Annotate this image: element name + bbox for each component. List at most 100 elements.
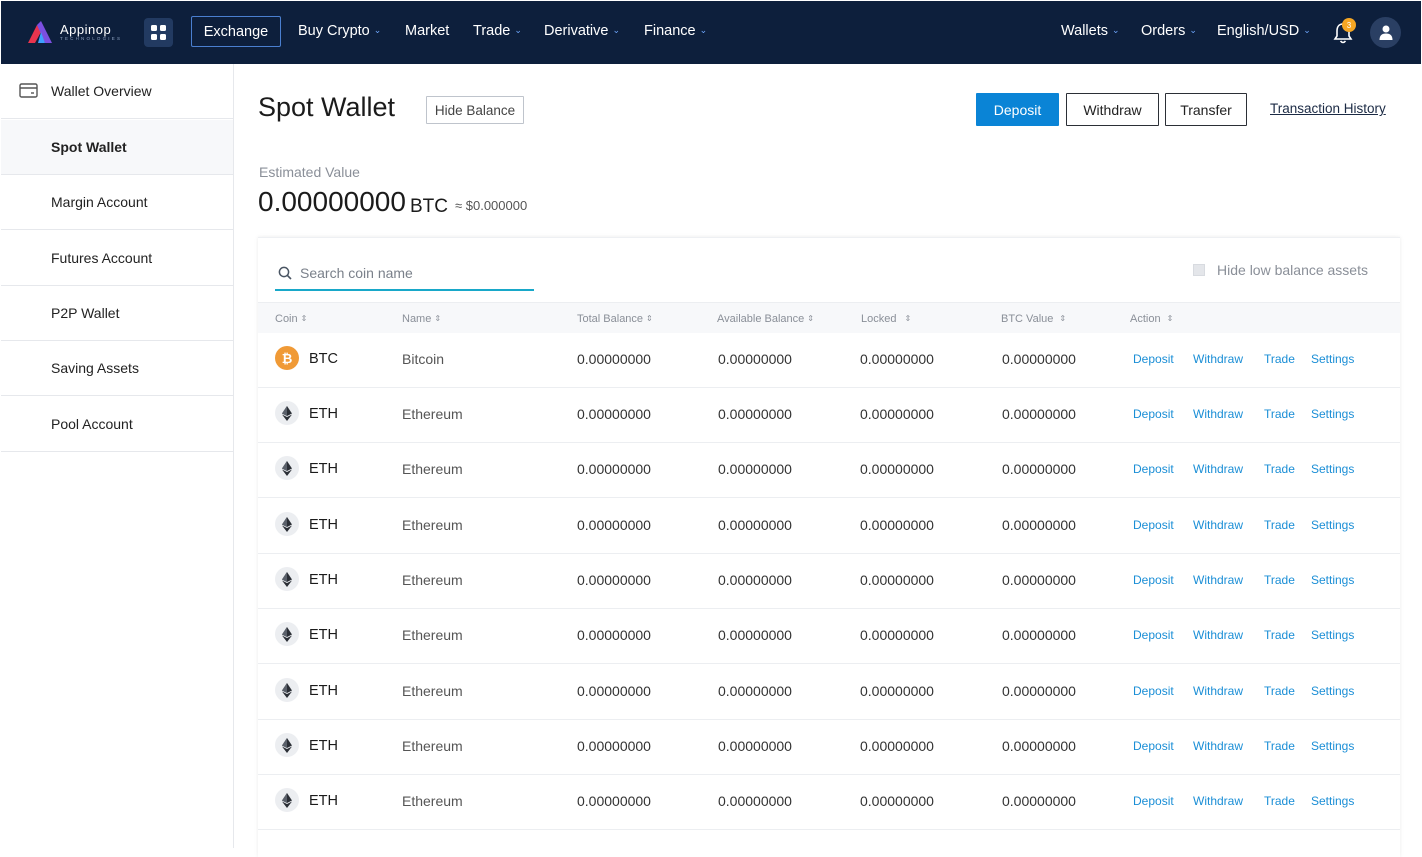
sidebar-item-wallet-overview[interactable]: Wallet Overview — [1, 64, 233, 119]
row-deposit-link[interactable]: Deposit — [1133, 518, 1174, 532]
row-trade-link[interactable]: Trade — [1264, 518, 1295, 532]
cell-available: 0.00000000 — [718, 572, 792, 588]
row-settings-link[interactable]: Settings — [1311, 794, 1355, 808]
table-row: ETH Ethereum 0.00000000 0.00000000 0.0000000… — [258, 665, 1400, 720]
chevron-down-icon: ⌄ — [1189, 25, 1197, 35]
sidebar-item-label: Futures Account — [51, 250, 153, 266]
column-header-coin[interactable]: Coin ⇕ — [275, 313, 308, 325]
nav-market[interactable]: Market — [405, 23, 450, 39]
column-header-action[interactable]: Action ⇕ — [1130, 313, 1174, 325]
row-settings-link[interactable]: Settings — [1311, 573, 1355, 587]
cell-locked: 0.00000000 — [860, 738, 934, 754]
sort-icon: ⇕ — [300, 314, 308, 323]
cell-locked: 0.00000000 — [860, 793, 934, 809]
row-deposit-link[interactable]: Deposit — [1133, 628, 1174, 642]
nav-finance[interactable]: Finance ⌄ — [644, 23, 708, 39]
row-trade-link[interactable]: Trade — [1264, 684, 1295, 698]
sidebar-item-futures-account[interactable]: Futures Account — [1, 231, 233, 286]
nav-orders[interactable]: Orders ⌄ — [1141, 23, 1197, 39]
row-deposit-link[interactable]: Deposit — [1133, 407, 1174, 421]
coin-symbol: ETH — [309, 738, 338, 754]
row-trade-link[interactable]: Trade — [1264, 739, 1295, 753]
row-withdraw-link[interactable]: Withdraw — [1193, 518, 1244, 532]
coin-name: Ethereum — [402, 572, 463, 588]
row-trade-link[interactable]: Trade — [1264, 794, 1295, 808]
row-settings-link[interactable]: Settings — [1311, 739, 1355, 753]
column-header-name[interactable]: Name ⇕ — [402, 313, 442, 325]
row-withdraw-link[interactable]: Withdraw — [1193, 352, 1244, 366]
row-deposit-link[interactable]: Deposit — [1133, 684, 1174, 698]
deposit-button[interactable]: Deposit — [976, 93, 1059, 126]
row-settings-link[interactable]: Settings — [1311, 684, 1355, 698]
cell-available: 0.00000000 — [718, 517, 792, 533]
sidebar-item-spot-wallet[interactable]: Spot Wallet — [1, 120, 233, 175]
row-withdraw-link[interactable]: Withdraw — [1193, 462, 1244, 476]
row-settings-link[interactable]: Settings — [1311, 628, 1355, 642]
table-row: ETH Ethereum 0.00000000 0.00000000 0.0000000… — [258, 720, 1400, 775]
coin-symbol: ETH — [309, 406, 338, 422]
cell-locked: 0.00000000 — [860, 572, 934, 588]
brand-logo[interactable]: Appinop TECHNOLOGIES — [28, 21, 122, 43]
chevron-down-icon: ⌄ — [612, 25, 621, 35]
estimated-usd-value: ≈ $0.000000 — [455, 198, 528, 213]
column-header-locked[interactable]: Locked ⇕ — [861, 313, 912, 325]
cell-locked: 0.00000000 — [860, 406, 934, 422]
row-withdraw-link[interactable]: Withdraw — [1193, 628, 1244, 642]
row-trade-link[interactable]: Trade — [1264, 352, 1295, 366]
chevron-down-icon: ⌄ — [373, 25, 382, 35]
row-settings-link[interactable]: Settings — [1311, 462, 1355, 476]
sidebar-item-label: P2P Wallet — [51, 305, 120, 321]
coin-name: Ethereum — [402, 683, 463, 699]
column-header-total-balance[interactable]: Total Balance ⇕ — [577, 313, 653, 325]
transaction-history-link[interactable]: Transaction History — [1270, 101, 1386, 116]
coin-name: Ethereum — [402, 627, 463, 643]
row-trade-link[interactable]: Trade — [1264, 462, 1295, 476]
nav-derivative[interactable]: Derivative ⌄ — [544, 23, 621, 39]
cell-total: 0.00000000 — [577, 517, 651, 533]
search-input[interactable] — [300, 265, 520, 281]
row-deposit-link[interactable]: Deposit — [1133, 739, 1174, 753]
row-withdraw-link[interactable]: Withdraw — [1193, 794, 1244, 808]
sidebar-item-label: Saving Assets — [51, 360, 139, 376]
cell-total: 0.00000000 — [577, 793, 651, 809]
hide-low-balance-toggle[interactable]: Hide low balance assets — [1193, 262, 1368, 278]
row-deposit-link[interactable]: Deposit — [1133, 462, 1174, 476]
row-deposit-link[interactable]: Deposit — [1133, 794, 1174, 808]
apps-grid-button[interactable] — [144, 18, 173, 47]
withdraw-button[interactable]: Withdraw — [1066, 93, 1159, 126]
ethereum-icon — [275, 622, 299, 646]
cell-available: 0.00000000 — [718, 683, 792, 699]
sidebar-item-margin-account[interactable]: Margin Account — [1, 175, 233, 230]
cell-locked: 0.00000000 — [860, 351, 934, 367]
sidebar-item-p2p-wallet[interactable]: P2P Wallet — [1, 286, 233, 341]
row-settings-link[interactable]: Settings — [1311, 518, 1355, 532]
cell-btc-value: 0.00000000 — [1002, 627, 1076, 643]
coin-symbol: ETH — [309, 793, 338, 809]
row-trade-link[interactable]: Trade — [1264, 573, 1295, 587]
transfer-button[interactable]: Transfer — [1165, 93, 1247, 126]
table-row: ETH Ethereum 0.00000000 0.00000000 0.0000000… — [258, 443, 1400, 498]
coin-name: Ethereum — [402, 461, 463, 477]
row-withdraw-link[interactable]: Withdraw — [1193, 407, 1244, 421]
row-settings-link[interactable]: Settings — [1311, 352, 1355, 366]
nav-trade[interactable]: Trade ⌄ — [473, 23, 522, 39]
row-deposit-link[interactable]: Deposit — [1133, 573, 1174, 587]
row-trade-link[interactable]: Trade — [1264, 628, 1295, 642]
hide-balance-button[interactable]: Hide Balance — [426, 96, 524, 124]
user-avatar[interactable] — [1370, 17, 1401, 48]
column-header-btc-value[interactable]: BTC Value ⇕ — [1001, 313, 1067, 325]
row-withdraw-link[interactable]: Withdraw — [1193, 739, 1244, 753]
row-withdraw-link[interactable]: Withdraw — [1193, 684, 1244, 698]
sidebar-item-pool-account[interactable]: Pool Account — [1, 397, 233, 452]
column-header-available-balance[interactable]: Available Balance ⇕ — [717, 313, 814, 325]
row-withdraw-link[interactable]: Withdraw — [1193, 573, 1244, 587]
row-deposit-link[interactable]: Deposit — [1133, 352, 1174, 366]
nav-language-currency[interactable]: English/USD ⌄ — [1217, 23, 1311, 39]
nav-buy-crypto[interactable]: Buy Crypto ⌄ — [298, 23, 382, 39]
exchange-button[interactable]: Exchange — [191, 16, 281, 47]
hide-low-balance-checkbox[interactable] — [1193, 264, 1206, 276]
row-trade-link[interactable]: Trade — [1264, 407, 1295, 421]
sidebar-item-saving-assets[interactable]: Saving Assets — [1, 341, 233, 396]
nav-wallets[interactable]: Wallets ⌄ — [1061, 23, 1120, 39]
row-settings-link[interactable]: Settings — [1311, 407, 1355, 421]
